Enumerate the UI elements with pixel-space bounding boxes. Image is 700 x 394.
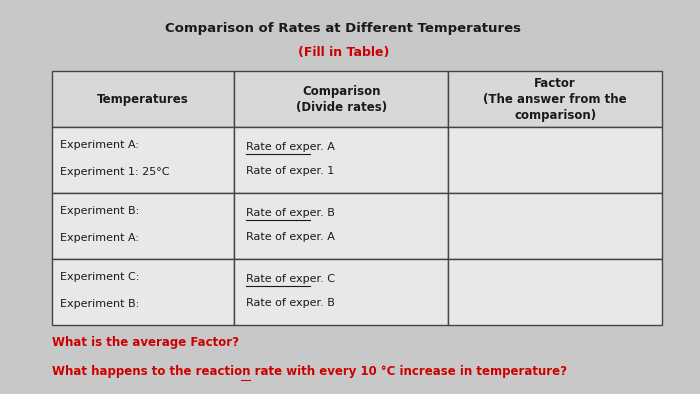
Text: Experiment 1: 25°C: Experiment 1: 25°C (60, 167, 170, 177)
Text: Rate of exper. B: Rate of exper. B (246, 298, 335, 308)
Text: What happens to the reaction rate with every 10 °C increase in temperature?: What happens to the reaction rate with e… (52, 365, 567, 378)
Text: What is the average Factor?: What is the average Factor? (52, 336, 239, 349)
Bar (234, 193, 448, 259)
Bar (234, 127, 448, 193)
Text: Temperatures: Temperatures (97, 93, 189, 106)
Bar (448, 127, 662, 193)
Bar (52, 127, 234, 193)
Text: (Fill in Table): (Fill in Table) (298, 46, 389, 59)
Text: Experiment A:: Experiment A: (60, 233, 139, 243)
Bar (52, 193, 234, 259)
Text: Rate of exper. 1: Rate of exper. 1 (246, 166, 335, 176)
Bar (448, 193, 662, 259)
Bar (448, 71, 662, 127)
Text: Rate of exper. C: Rate of exper. C (246, 273, 335, 284)
Text: Comparison of Rates at Different Temperatures: Comparison of Rates at Different Tempera… (165, 22, 522, 35)
Text: Rate of exper. A: Rate of exper. A (246, 142, 335, 152)
Text: Experiment A:: Experiment A: (60, 140, 139, 150)
Text: Factor
(The answer from the
comparison): Factor (The answer from the comparison) (483, 77, 627, 122)
Bar (234, 259, 448, 325)
Text: Rate of exper. B: Rate of exper. B (246, 208, 335, 217)
Bar (448, 259, 662, 325)
Bar (52, 71, 234, 127)
Bar (234, 71, 448, 127)
Text: Experiment C:: Experiment C: (60, 271, 140, 282)
Text: Experiment B:: Experiment B: (60, 299, 139, 309)
Bar (52, 259, 234, 325)
Text: Rate of exper. A: Rate of exper. A (246, 232, 335, 242)
Text: Experiment B:: Experiment B: (60, 206, 139, 216)
Text: Comparison
(Divide rates): Comparison (Divide rates) (295, 85, 386, 114)
